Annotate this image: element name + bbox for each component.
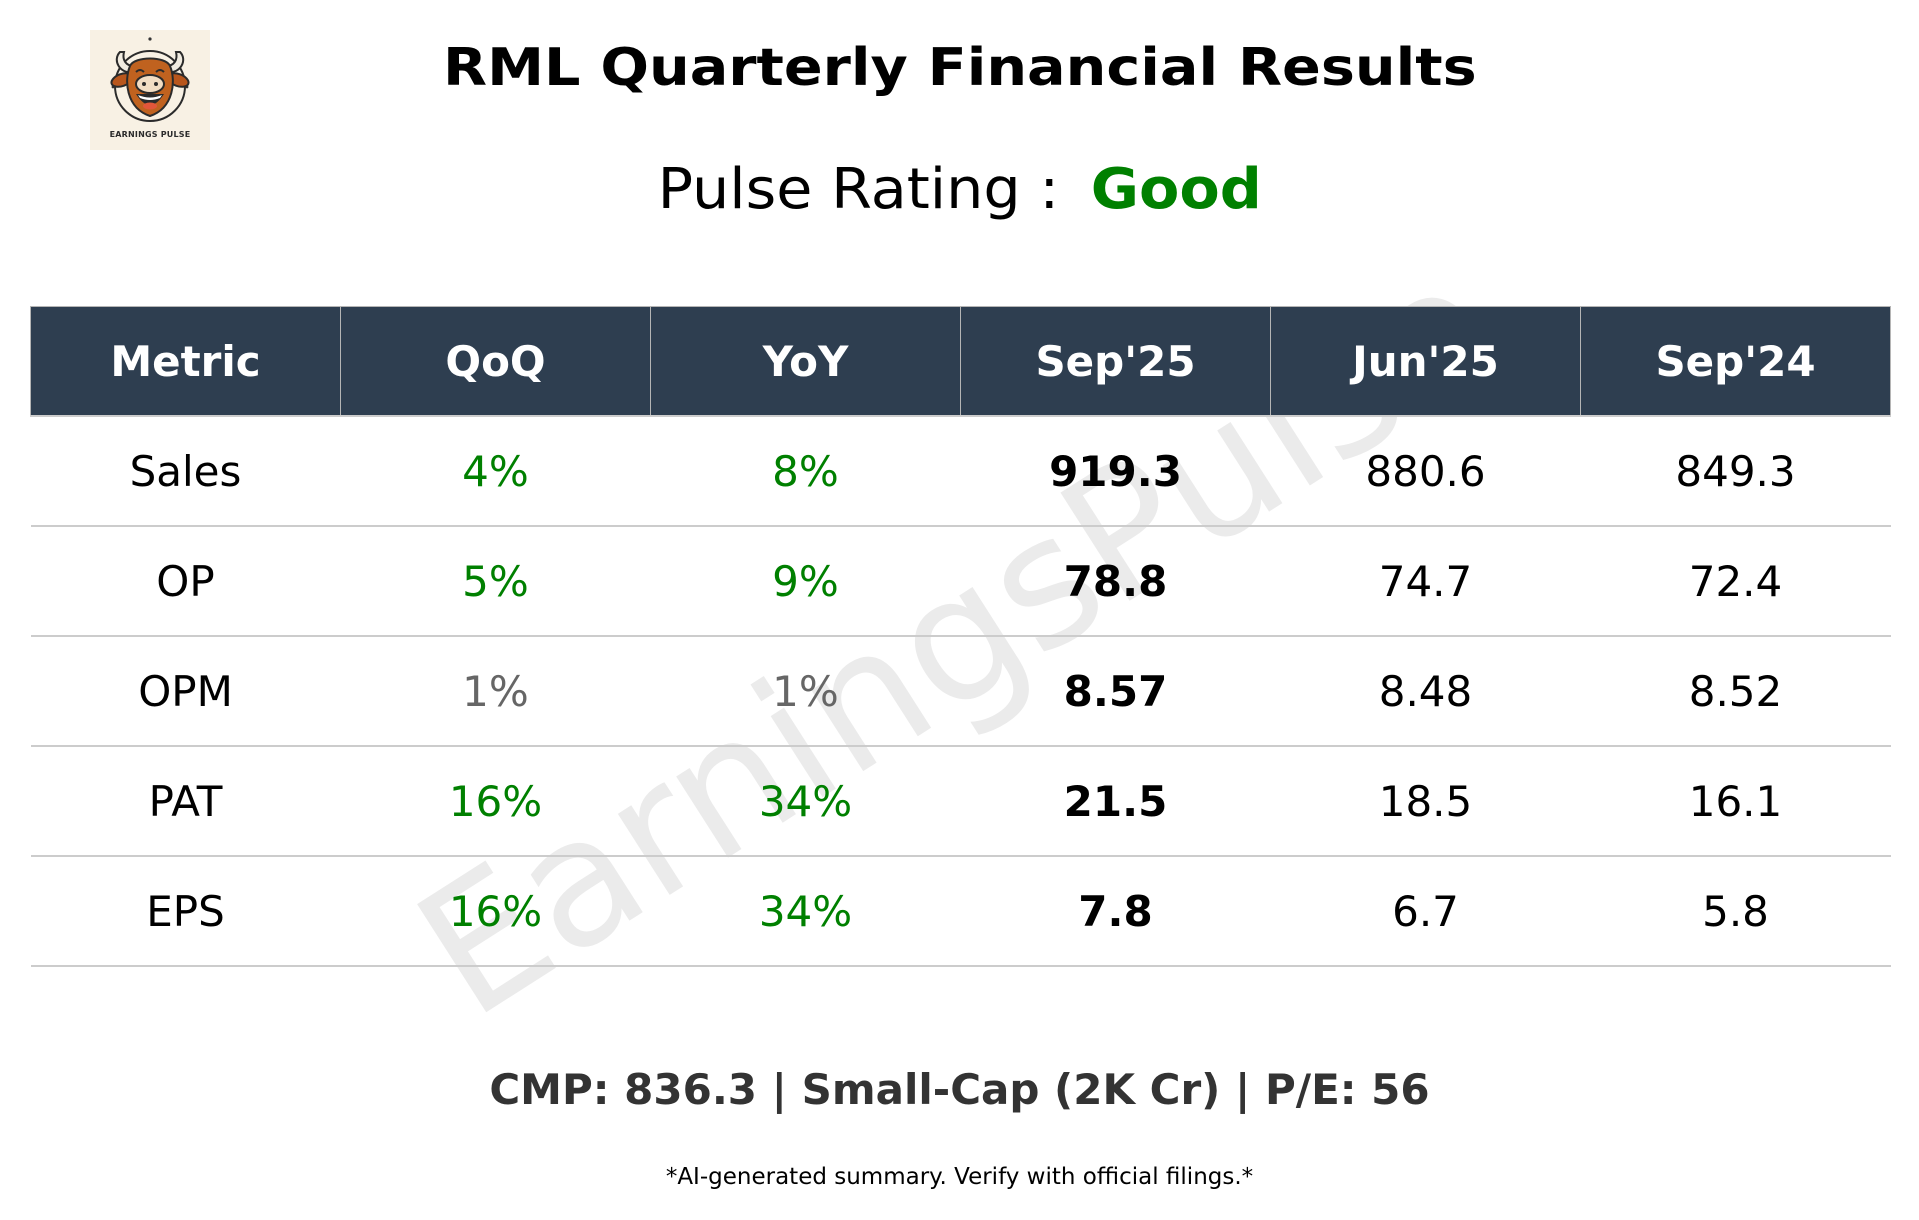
jun25-cell: 8.48 [1270,636,1581,747]
sep24-cell: 5.8 [1580,856,1891,967]
disclaimer: *AI-generated summary. Verify with offic… [665,1164,1254,1190]
rating-value: Good [1090,157,1262,222]
yoy-cell: 9% [650,526,961,637]
qoq-cell: 16% [340,746,651,857]
page-title: RML Quarterly Financial Results [442,38,1477,98]
sep24-cell: 16.1 [1580,746,1891,857]
logo-text: EARNINGS PULSE [109,130,191,139]
jun25-cell: 880.6 [1270,416,1581,527]
metric-cell: OPM [30,636,341,747]
table-header-row: Metric QoQ YoY Sep'25 Jun'25 Sep'24 [30,306,1891,417]
metric-cell: OP [30,526,341,637]
table-row: Sales 4% 8% 919.3 880.6 849.3 [30,416,1891,527]
yoy-cell: 1% [650,636,961,747]
metric-cell: PAT [30,746,341,857]
bull-mascot-icon [110,37,190,122]
sep25-cell: 8.57 [960,636,1271,747]
qoq-cell: 5% [340,526,651,637]
column-header-sep24: Sep'24 [1580,306,1891,417]
yoy-cell: 34% [650,856,961,967]
column-header-jun25: Jun'25 [1270,306,1581,417]
sep25-cell: 919.3 [960,416,1271,527]
jun25-cell: 6.7 [1270,856,1581,967]
column-header-metric: Metric [30,306,341,417]
yoy-cell: 34% [650,746,961,857]
table-row: OP 5% 9% 78.8 74.7 72.4 [30,526,1891,637]
rating-label: Pulse Rating : [657,157,1059,222]
jun25-cell: 18.5 [1270,746,1581,857]
market-summary: CMP: 836.3 | Small-Cap (2K Cr) | P/E: 56 [489,1065,1430,1114]
column-header-sep25: Sep'25 [960,306,1271,417]
table-row: OPM 1% 1% 8.57 8.48 8.52 [30,636,1891,747]
sep25-cell: 21.5 [960,746,1271,857]
jun25-cell: 74.7 [1270,526,1581,637]
metric-cell: EPS [30,856,341,967]
yoy-cell: 8% [650,416,961,527]
sep24-cell: 72.4 [1580,526,1891,637]
table-row: PAT 16% 34% 21.5 18.5 16.1 [30,746,1891,857]
sep24-cell: 8.52 [1580,636,1891,747]
table-row: EPS 16% 34% 7.8 6.7 5.8 [30,856,1891,967]
qoq-cell: 16% [340,856,651,967]
qoq-cell: 4% [340,416,651,527]
results-table: Metric QoQ YoY Sep'25 Jun'25 Sep'24 Sale… [30,306,1891,967]
metric-cell: Sales [30,416,341,527]
column-header-qoq: QoQ [340,306,651,417]
logo: EARNINGS PULSE [90,30,210,150]
qoq-cell: 1% [340,636,651,747]
column-header-yoy: YoY [650,306,961,417]
pulse-rating: Pulse Rating : Good [0,152,1919,228]
sep24-cell: 849.3 [1580,416,1891,527]
sep25-cell: 78.8 [960,526,1271,637]
sep25-cell: 7.8 [960,856,1271,967]
